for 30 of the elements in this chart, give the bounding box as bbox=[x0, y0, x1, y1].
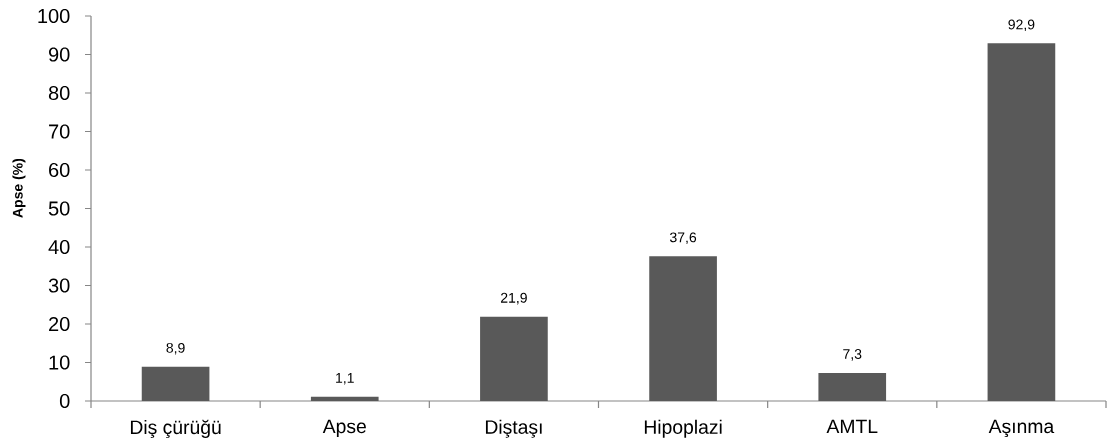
y-axis-title: Apse (%) bbox=[12, 158, 26, 218]
bar bbox=[141, 366, 210, 401]
y-tick-label: 0 bbox=[59, 393, 70, 409]
x-tick-label: Diştaşı bbox=[485, 419, 542, 438]
x-tick-label: Aşınma bbox=[988, 419, 1055, 438]
y-tick-label: 10 bbox=[49, 355, 70, 370]
bar bbox=[818, 372, 887, 401]
x-tick-label: Hipoplazi bbox=[644, 419, 722, 438]
data-label: 37,6 bbox=[669, 232, 697, 244]
y-tick-label: 70 bbox=[49, 124, 70, 139]
y-tick-label: 90 bbox=[48, 47, 70, 62]
x-tick-label: AMTL bbox=[826, 419, 878, 434]
bar bbox=[480, 316, 548, 401]
bar bbox=[649, 256, 717, 401]
data-label: 21,9 bbox=[501, 292, 527, 305]
x-tick-label: Diş çürüğü bbox=[130, 419, 221, 439]
y-tick-label: 40 bbox=[48, 239, 70, 255]
data-label: 8,9 bbox=[166, 342, 185, 355]
y-tick-label: 100 bbox=[38, 8, 70, 24]
bar bbox=[987, 43, 1056, 401]
bar bbox=[310, 396, 379, 401]
y-tick-label: 60 bbox=[49, 162, 70, 178]
data-label: 7,3 bbox=[843, 349, 862, 361]
data-label: 92,9 bbox=[1008, 19, 1035, 32]
y-tick-label: 80 bbox=[48, 85, 70, 101]
data-label: 1,1 bbox=[336, 373, 354, 385]
x-tick-label: Apse bbox=[322, 419, 366, 438]
y-tick-label: 50 bbox=[48, 201, 70, 216]
y-tick-label: 20 bbox=[49, 316, 70, 332]
y-tick-label: 30 bbox=[48, 278, 70, 293]
